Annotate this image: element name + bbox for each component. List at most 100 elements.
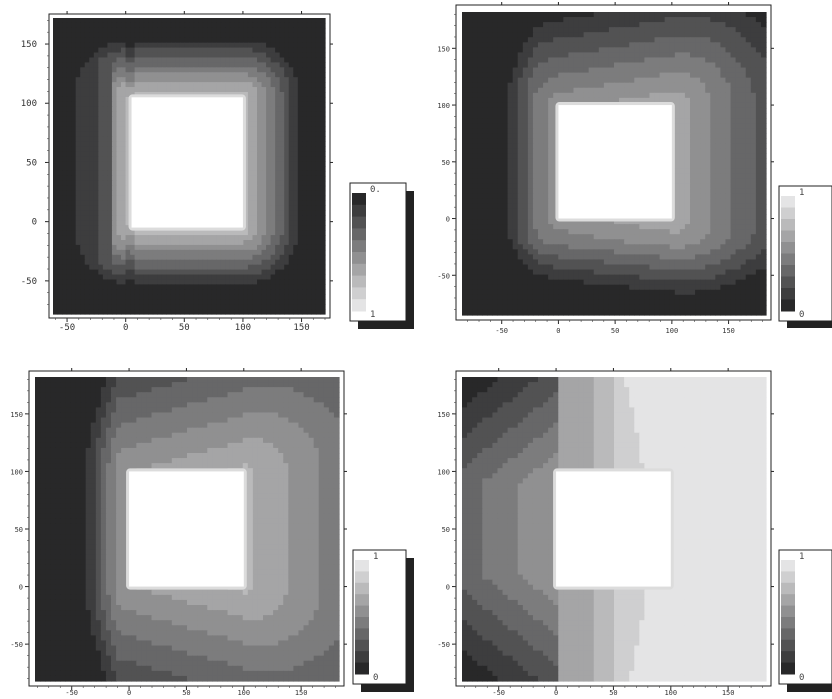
panel-1-cell xyxy=(53,77,59,83)
panel-1-cell xyxy=(306,82,312,88)
panel-1-cell xyxy=(89,57,95,63)
panel-1-cell xyxy=(247,190,254,197)
panel-1-cell xyxy=(57,161,63,167)
panel-1-legend-swatch xyxy=(352,299,366,312)
panel-1-cell xyxy=(211,18,217,24)
panel-1-cell xyxy=(238,22,244,29)
panel-2-cell xyxy=(735,87,742,94)
panel-2-cell xyxy=(532,62,539,69)
panel-1-cell xyxy=(247,220,254,226)
panel-1-cell xyxy=(270,195,276,202)
panel-1-cell xyxy=(243,22,249,29)
panel-2-cell xyxy=(654,52,661,59)
panel-1-cell xyxy=(66,121,72,128)
panel-1-cell xyxy=(80,126,86,133)
panel-1-cell xyxy=(148,289,154,295)
panel-1-cell xyxy=(57,274,63,281)
panel-1-cell xyxy=(302,47,308,54)
panel-1-cell xyxy=(53,57,59,63)
panel-1-cell xyxy=(247,240,254,246)
panel-1-cell xyxy=(261,77,267,83)
panel-2-cell xyxy=(614,97,620,104)
panel-1-x-tick-label: 100 xyxy=(235,323,251,333)
panel-2-cell xyxy=(740,27,747,33)
panel-1-cell xyxy=(71,170,77,177)
panel-1-cell xyxy=(84,220,90,226)
panel-1-cell xyxy=(148,87,154,93)
panel-1-cell xyxy=(166,254,172,261)
panel-1-cell xyxy=(121,170,127,177)
panel-1-cell xyxy=(279,190,285,197)
panel-1-cell xyxy=(243,141,249,147)
panel-1-cell xyxy=(198,274,204,281)
panel-1-cell xyxy=(107,210,113,216)
panel-1-cell xyxy=(139,269,145,276)
panel-1-cell xyxy=(111,215,118,221)
panel-2-cell xyxy=(467,67,473,74)
panel-1-cell xyxy=(71,240,77,246)
panel-2-cell xyxy=(583,62,590,69)
panel-1-cell xyxy=(193,18,199,24)
panel-1-cell xyxy=(311,52,317,59)
panel-1-cell xyxy=(270,220,276,226)
panel-2-cell xyxy=(538,57,544,64)
panel-1-cell xyxy=(275,42,281,49)
panel-1-cell xyxy=(62,22,68,29)
panel-1-cell xyxy=(293,269,299,276)
panel-1-cell xyxy=(116,106,122,113)
panel-1-cell xyxy=(198,264,204,271)
panel-1-cell xyxy=(238,269,244,276)
panel-1-cell xyxy=(288,77,294,83)
panel-2-cell xyxy=(583,82,590,89)
panel-1-cell xyxy=(57,230,63,236)
panel-1-cell xyxy=(166,240,172,246)
panel-1-cell xyxy=(71,180,77,187)
panel-1-cell xyxy=(130,244,136,251)
panel-1-cell xyxy=(306,141,312,147)
panel-1-cell xyxy=(315,87,322,93)
panel-1-cell xyxy=(288,180,294,187)
panel-1-cell xyxy=(121,269,127,276)
panel-1-cell xyxy=(207,77,213,83)
panel-1-cell xyxy=(84,52,90,59)
panel-1-cell xyxy=(302,230,308,236)
panel-1-cell xyxy=(238,62,244,68)
panel-1-cell xyxy=(279,166,285,172)
panel-1-cell xyxy=(261,259,267,266)
panel-1-cell xyxy=(107,259,113,266)
panel-1-cell xyxy=(161,77,167,83)
panel-2-cell xyxy=(517,87,524,94)
panel-1-cell xyxy=(107,57,113,63)
panel-1-cell xyxy=(220,57,226,63)
panel-1-cell xyxy=(139,259,145,266)
panel-1-cell xyxy=(238,18,244,24)
panel-2-cell xyxy=(532,102,539,109)
panel-1-cell xyxy=(193,249,199,256)
panel-2-cell xyxy=(624,62,630,69)
panel-1-cell xyxy=(84,101,90,108)
panel-2-cell xyxy=(487,118,493,124)
panel-1-cell xyxy=(148,304,154,310)
panel-1-cell xyxy=(89,294,95,300)
panel-2-cell xyxy=(654,92,661,99)
panel-1-cell xyxy=(270,185,276,192)
panel-2-cell xyxy=(715,42,721,48)
panel-1-cell xyxy=(247,279,254,285)
panel-2-cell xyxy=(715,87,721,94)
panel-1-cell xyxy=(275,175,281,182)
panel-2-cell xyxy=(502,37,509,43)
panel-2-cell xyxy=(725,72,732,79)
panel-1-cell xyxy=(220,240,226,246)
panel-1-cell xyxy=(238,37,244,44)
panel-2-cell xyxy=(588,67,595,74)
panel-1-cell xyxy=(306,77,312,83)
panel-1-cell xyxy=(66,210,72,216)
panel-1-cell xyxy=(184,230,190,236)
panel-1-cell xyxy=(279,225,285,231)
panel-1-cell xyxy=(98,240,104,246)
panel-1-cell xyxy=(80,106,86,113)
panel-2-cell xyxy=(674,113,681,119)
panel-2-cell xyxy=(690,113,696,119)
panel-2-cell xyxy=(482,77,488,84)
panel-2-cell xyxy=(725,47,732,53)
